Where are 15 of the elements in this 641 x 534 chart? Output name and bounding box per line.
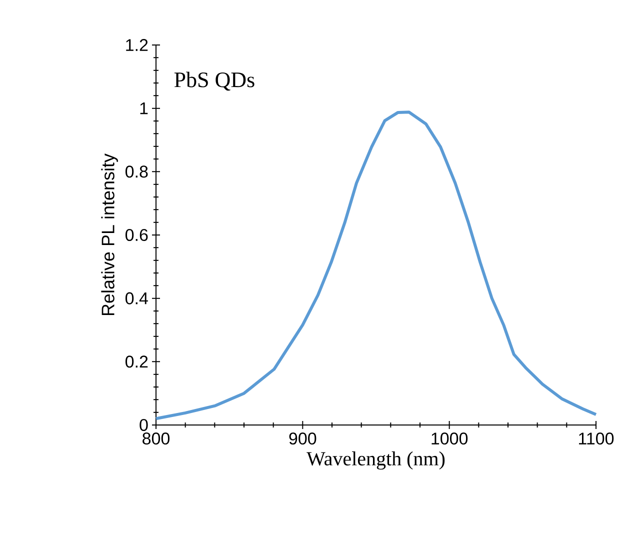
y-tick-label: 0.2: [125, 356, 148, 368]
y-tick-label: 0: [140, 418, 148, 432]
y-tick-label: 1.2: [126, 39, 148, 51]
x-axis-title: Wavelength (nm): [306, 451, 445, 470]
x-tick-label: 1000: [432, 432, 468, 445]
x-tick-label: 800: [142, 432, 170, 445]
x-tick-label: 900: [289, 432, 316, 445]
line-series: [154, 110, 598, 420]
y-tick-label: 0.8: [125, 166, 148, 178]
x-tick-label: 1100: [579, 432, 614, 445]
y-tick-label: 0.6: [125, 228, 148, 242]
y-axis-title: Relative PL intensity: [101, 154, 118, 316]
y-tick-label: 1: [140, 102, 148, 114]
y-tick-label: 0.4: [125, 292, 148, 304]
annotation: PbS QDs: [174, 72, 254, 91]
